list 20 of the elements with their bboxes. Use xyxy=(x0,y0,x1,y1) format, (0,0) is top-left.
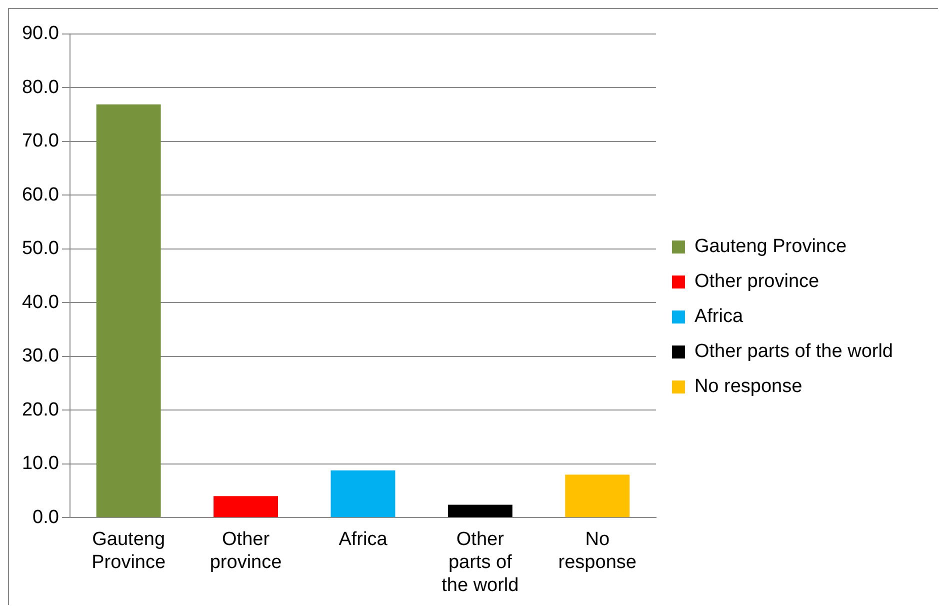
y-tick-label: 20.0 xyxy=(22,399,59,420)
y-tick-label: 80.0 xyxy=(22,76,59,98)
y-tick-label: 90.0 xyxy=(22,23,59,44)
legend-label: Other parts of the world xyxy=(694,341,894,362)
y-tick-label: 10.0 xyxy=(22,453,59,474)
legend-label: Other province xyxy=(694,271,820,292)
y-tick-label: 40.0 xyxy=(22,292,59,313)
x-tick-label: Gauteng Province xyxy=(92,529,166,574)
x-tick-label: Other parts of the world xyxy=(442,529,519,596)
x-tick-label: No response xyxy=(558,529,636,574)
legend-label: Gauteng Province xyxy=(694,236,847,258)
y-tick-label: 30.0 xyxy=(22,346,59,367)
y-tick-label: 70.0 xyxy=(22,130,59,152)
x-tick-label: Africa xyxy=(338,529,388,550)
y-tick-label: 50.0 xyxy=(22,238,59,260)
y-tick-label: 60.0 xyxy=(22,184,59,206)
legend-label: No response xyxy=(694,376,802,398)
x-tick-label: Other province xyxy=(210,529,282,574)
y-tick-label: 0.0 xyxy=(32,506,59,528)
legend-label: Africa xyxy=(694,306,744,328)
